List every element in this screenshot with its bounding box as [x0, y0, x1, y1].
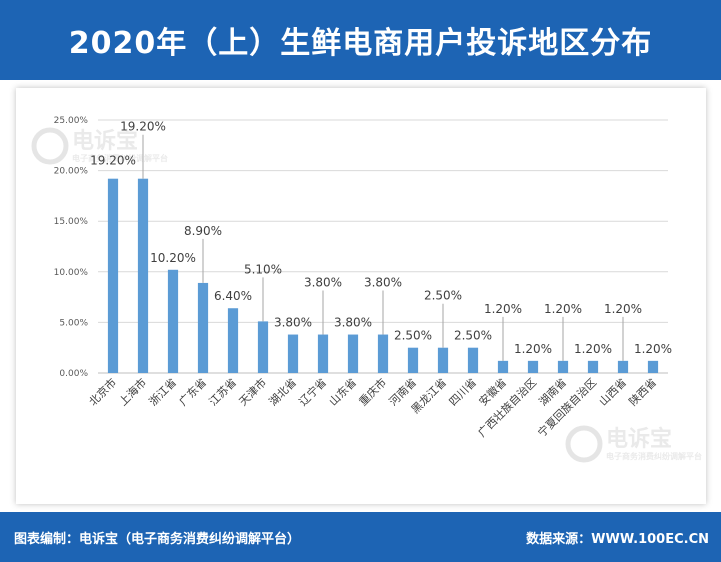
bar-chart: 电诉宝电子商务消费纠纷调解平台电诉宝电子商务消费纠纷调解平台0.00%5.00%…: [31, 116, 702, 463]
data-label: 1.20%: [574, 342, 612, 356]
data-label: 3.80%: [304, 276, 342, 290]
bar: [317, 334, 329, 373]
data-label: 1.20%: [514, 342, 552, 356]
data-label: 2.50%: [424, 289, 462, 303]
bar: [377, 334, 389, 373]
y-tick-label: 15.00%: [54, 217, 89, 227]
chart-panel: 电诉宝 电子商务消费纠纷调解平台 电诉宝 电子商务消费纠纷调解平台 0.00% 5.00%…: [16, 88, 706, 504]
bar: [437, 347, 449, 373]
bar: [617, 360, 629, 373]
x-tick-label: 广东省: [177, 376, 210, 409]
chart-title-banner: 2020年（上）生鲜电商用户投诉地区分布: [0, 0, 721, 80]
x-tick-label: 山东省: [327, 376, 360, 409]
bar: [407, 347, 419, 373]
x-tick-label: 浙江省: [147, 376, 180, 409]
bar: [197, 282, 209, 373]
x-tick-label: 湖北省: [267, 376, 300, 409]
footer-credit: 图表编制：电诉宝（电子商务消费纠纷调解平台）: [14, 532, 301, 547]
bar: [137, 178, 149, 373]
data-label: 1.20%: [484, 302, 522, 316]
x-tick-label: 北京市: [86, 375, 119, 408]
svg-text:电诉宝: 电诉宝: [72, 128, 138, 154]
y-tick-label: 0.00%: [59, 369, 88, 379]
y-tick-label: 20.00%: [54, 167, 89, 177]
data-label: 1.20%: [604, 302, 642, 316]
data-label: 3.80%: [364, 276, 402, 290]
x-tick-label: 天津市: [236, 375, 269, 408]
bar: [347, 334, 359, 373]
bar: [467, 347, 479, 373]
data-label: 5.10%: [244, 262, 282, 276]
data-label: 2.50%: [394, 329, 432, 343]
x-tick-label: 山西省: [597, 376, 630, 409]
bar: [557, 360, 569, 373]
footer-banner: 图表编制：电诉宝（电子商务消费纠纷调解平台） 数据来源：WWW.100EC.CN: [0, 512, 721, 562]
data-label: 19.20%: [120, 120, 166, 134]
data-label: 10.20%: [150, 251, 196, 265]
svg-text:电子商务消费纠纷调解平台: 电子商务消费纠纷调解平台: [606, 451, 702, 461]
data-label: 19.20%: [90, 154, 136, 168]
x-tick-label: 江苏省: [207, 376, 240, 409]
bar: [107, 178, 119, 373]
svg-text:电子商务消费纠纷调解平台: 电子商务消费纠纷调解平台: [72, 153, 168, 163]
bar: [167, 269, 179, 373]
data-label: 1.20%: [544, 302, 582, 316]
data-label: 3.80%: [334, 316, 372, 330]
bar: [257, 321, 269, 373]
x-tick-label: 四川省: [447, 376, 480, 409]
footer-source: 数据来源：WWW.100EC.CN: [526, 532, 709, 547]
bar: [527, 360, 539, 373]
data-label: 6.40%: [214, 289, 252, 303]
x-tick-label: 陕西省: [626, 375, 659, 408]
bar: [287, 334, 299, 373]
bar: [227, 308, 239, 373]
data-label: 1.20%: [634, 342, 672, 356]
data-label: 2.50%: [454, 329, 492, 343]
y-tick-label: 10.00%: [54, 268, 89, 278]
data-label: 3.80%: [274, 316, 312, 330]
bar: [647, 360, 659, 373]
x-tick-label: 辽宁省: [296, 375, 329, 408]
y-tick-label: 25.00%: [54, 116, 89, 126]
bar: [587, 360, 599, 373]
bar: [497, 360, 509, 373]
data-label: 8.90%: [184, 224, 222, 238]
svg-text:电诉宝: 电诉宝: [606, 426, 672, 452]
x-tick-label: 上海市: [116, 375, 149, 408]
x-tick-label: 重庆市: [356, 375, 389, 408]
y-tick-label: 5.00%: [59, 318, 88, 328]
page-title: 2020年（上）生鲜电商用户投诉地区分布: [68, 26, 653, 61]
